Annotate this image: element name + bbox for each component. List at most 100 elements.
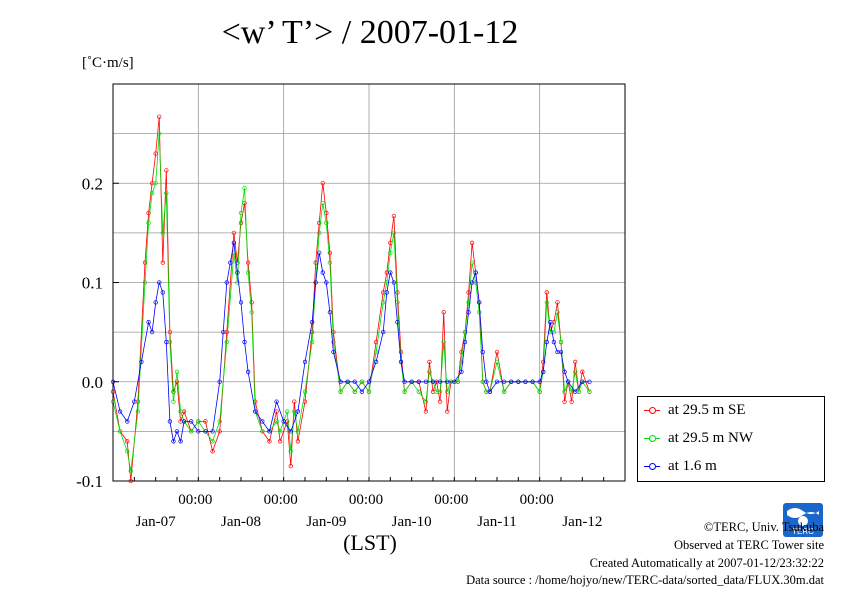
data-point xyxy=(274,409,279,414)
data-point xyxy=(235,280,240,285)
data-point xyxy=(366,389,372,394)
data-point xyxy=(260,419,265,424)
data-point xyxy=(125,439,130,444)
legend-label: at 29.5 m NW xyxy=(668,430,753,446)
data-point xyxy=(125,419,130,424)
data-point xyxy=(381,329,386,335)
data-point xyxy=(427,359,432,365)
data-point xyxy=(580,379,585,384)
data-point xyxy=(174,369,180,374)
y-tick-label: 0.2 xyxy=(82,174,103,193)
x-date-label: Jan-09 xyxy=(306,514,346,530)
data-point xyxy=(452,379,457,384)
data-point xyxy=(395,320,400,325)
data-point xyxy=(423,399,429,404)
data-point xyxy=(277,439,283,444)
data-point xyxy=(164,339,169,345)
data-point xyxy=(437,389,443,394)
chart-title: <w’ T’> / 2007-01-12 xyxy=(221,14,519,51)
data-point xyxy=(210,439,215,444)
data-point xyxy=(402,379,407,384)
data-point xyxy=(541,369,546,374)
data-point xyxy=(352,379,357,384)
data-point xyxy=(395,290,400,295)
data-point xyxy=(494,349,500,355)
logo-text: TERC xyxy=(792,527,814,536)
data-point xyxy=(181,419,187,424)
series-lines xyxy=(110,114,592,484)
x-date-label: Jan-11 xyxy=(477,514,516,530)
data-point xyxy=(317,230,322,236)
data-point xyxy=(160,230,165,236)
data-point xyxy=(249,310,254,315)
data-point xyxy=(324,220,329,226)
data-point xyxy=(302,359,308,365)
series-line xyxy=(112,133,590,472)
data-point xyxy=(203,429,208,434)
data-point xyxy=(327,260,333,265)
data-point xyxy=(530,379,535,384)
data-point xyxy=(210,429,215,434)
data-point xyxy=(544,339,549,345)
data-point xyxy=(295,429,301,434)
data-point xyxy=(573,389,578,394)
x-tick-label: 00:00 xyxy=(178,492,212,508)
data-point xyxy=(288,449,293,454)
data-point xyxy=(466,310,471,315)
data-point xyxy=(441,339,446,345)
data-point xyxy=(217,379,222,384)
data-point xyxy=(285,409,290,414)
data-point xyxy=(352,389,357,394)
data-point xyxy=(174,429,180,434)
data-point xyxy=(238,220,244,226)
data-point xyxy=(388,270,393,275)
data-point xyxy=(416,379,421,384)
x-date-label: Jan-08 xyxy=(221,514,261,530)
terc-logo: TERC xyxy=(783,503,823,537)
data-point xyxy=(427,369,432,374)
data-point xyxy=(484,379,489,384)
footer-source: Data source : /home/hojyo/new/TERC-data/… xyxy=(466,573,824,587)
data-point xyxy=(331,339,336,345)
data-point xyxy=(153,181,158,186)
data-point xyxy=(242,186,247,191)
data-point xyxy=(558,339,564,345)
data-point xyxy=(437,379,443,384)
data-point xyxy=(359,389,365,394)
data-point xyxy=(135,409,141,414)
data-point xyxy=(125,449,130,454)
data-point xyxy=(132,399,137,404)
data-point xyxy=(309,320,315,325)
data-point xyxy=(562,369,567,374)
data-point xyxy=(242,339,247,345)
data-point xyxy=(238,210,244,216)
data-point xyxy=(548,320,553,325)
data-point xyxy=(402,389,407,394)
data-point xyxy=(445,409,450,414)
data-point xyxy=(366,379,372,384)
data-point xyxy=(281,419,286,424)
x-tick-label: 00:00 xyxy=(349,492,383,508)
data-point xyxy=(459,369,464,374)
data-point xyxy=(253,409,258,414)
y-tick-label: 0.0 xyxy=(82,373,103,392)
data-point xyxy=(295,439,301,444)
data-point xyxy=(171,389,176,394)
legend-item-se: at 29.5 m SE xyxy=(638,400,824,422)
data-point xyxy=(537,389,542,394)
series-line xyxy=(112,116,590,482)
data-point xyxy=(537,379,542,384)
data-point xyxy=(320,200,325,206)
data-point xyxy=(409,379,414,384)
data-point xyxy=(327,250,333,255)
data-point xyxy=(160,260,165,265)
data-point xyxy=(235,260,240,265)
data-point xyxy=(302,389,308,394)
data-point xyxy=(313,280,318,285)
data-point xyxy=(274,419,279,424)
data-point xyxy=(423,379,429,384)
data-point xyxy=(228,260,233,265)
data-point xyxy=(398,349,404,355)
data-point xyxy=(288,463,293,469)
